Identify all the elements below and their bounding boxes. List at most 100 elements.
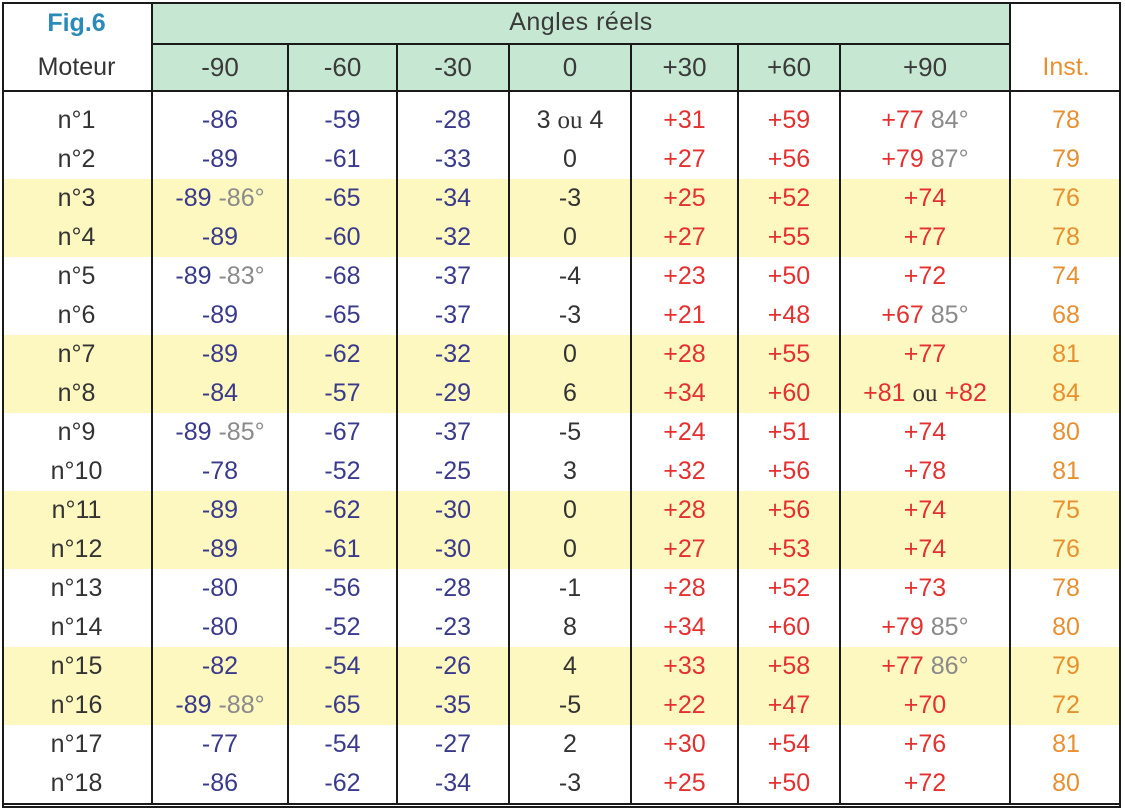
cell-plus-60: +54 bbox=[738, 725, 841, 764]
value: -86 bbox=[201, 769, 239, 797]
value: +51 bbox=[767, 418, 811, 446]
angle-header: -30 bbox=[397, 43, 510, 91]
gap-cell bbox=[1010, 90, 1121, 101]
cell-minus-60: -57 bbox=[288, 374, 398, 413]
cell-plus-60: +55 bbox=[738, 218, 841, 257]
cell-plus-90: +74 bbox=[840, 530, 1011, 569]
value: +72 bbox=[903, 262, 947, 290]
value: +55 bbox=[767, 223, 811, 251]
inst-cell: 80 bbox=[1052, 418, 1080, 446]
cell-minus-90: -89 -85° bbox=[152, 413, 289, 452]
value: -86 bbox=[201, 106, 239, 134]
cell-minus-90: -89 bbox=[152, 530, 289, 569]
table-row: n°2 -89 -61 -33 0 +27 +56 +79 87° 79 bbox=[2, 140, 1121, 179]
cell-minus-90: -89 bbox=[152, 296, 289, 335]
cell-plus-60: +56 bbox=[738, 140, 841, 179]
value: +56 bbox=[767, 496, 811, 524]
value: -84 bbox=[201, 379, 239, 407]
value: 4 bbox=[563, 652, 577, 680]
value: 3 bbox=[563, 457, 577, 485]
value: -68 bbox=[324, 262, 361, 290]
inst-cell: 79 bbox=[1010, 647, 1121, 686]
value: -4 bbox=[558, 262, 582, 290]
angle-header: -90 bbox=[152, 43, 289, 91]
value: -27 bbox=[434, 730, 472, 758]
value: -54 bbox=[324, 730, 361, 758]
moteur-header: Moteur bbox=[2, 44, 153, 91]
cell-minus-60: -62 bbox=[288, 335, 398, 374]
cell-zero: -3 bbox=[509, 764, 632, 805]
value: -77 bbox=[201, 730, 239, 758]
inst-cell: 76 bbox=[1010, 530, 1121, 569]
cell-plus-30: +27 bbox=[631, 530, 739, 569]
value: +56 bbox=[767, 457, 811, 485]
cell-zero: 0 bbox=[509, 218, 632, 257]
cell-zero: 0 bbox=[509, 335, 632, 374]
cell-plus-60: +55 bbox=[738, 335, 841, 374]
value: +79 bbox=[881, 145, 924, 173]
cell-minus-90: -78 bbox=[152, 452, 289, 491]
cell-plus-30: +22 bbox=[631, 686, 739, 725]
value: -32 bbox=[434, 340, 472, 368]
cell-minus-60: -61 bbox=[288, 530, 398, 569]
motor-cell: n°16 bbox=[2, 686, 153, 725]
inst-cell: 78 bbox=[1052, 106, 1080, 134]
table-row: n°14 -80 -52 -23 8 +34 +60 +79 85° 80 bbox=[2, 608, 1121, 647]
value: 0 bbox=[563, 145, 577, 173]
motor-cell: n°12 bbox=[2, 530, 153, 569]
cell-minus-90: -89 bbox=[152, 218, 289, 257]
cell-minus-90: -86 bbox=[152, 101, 289, 140]
cell-plus-90: +72 bbox=[840, 257, 1011, 296]
cell-minus-90: -89 -88° bbox=[152, 686, 289, 725]
angle-header: +30 bbox=[631, 43, 739, 91]
value: +50 bbox=[767, 262, 811, 290]
inst-cell: 68 bbox=[1052, 301, 1080, 329]
alt-value: 85° bbox=[930, 301, 969, 329]
alt-value: 85° bbox=[930, 613, 969, 641]
cell-plus-30: +25 bbox=[631, 764, 739, 805]
cell-minus-30: -23 bbox=[397, 608, 510, 647]
gap-cell bbox=[288, 90, 398, 101]
motor-cell: n°5 bbox=[2, 257, 153, 296]
cell-minus-90: -89 -86° bbox=[152, 179, 289, 218]
cell-zero: -5 bbox=[509, 413, 632, 452]
value: +58 bbox=[767, 652, 811, 680]
cell-plus-90: +73 bbox=[840, 569, 1011, 608]
inst-cell: 79 bbox=[1052, 145, 1080, 173]
cell-plus-90: +74 bbox=[840, 413, 1011, 452]
value: +48 bbox=[767, 301, 811, 329]
value: -25 bbox=[434, 457, 472, 485]
cell-minus-60: -65 bbox=[288, 179, 398, 218]
cell-plus-90: +81 ou +82 bbox=[840, 374, 1011, 413]
cell-zero: 3 ou 4 bbox=[509, 101, 632, 140]
cell-plus-30: +23 bbox=[631, 257, 739, 296]
gap-cell bbox=[152, 90, 289, 101]
value: -65 bbox=[324, 691, 361, 719]
cell-minus-30: -37 bbox=[397, 413, 510, 452]
value: -34 bbox=[434, 184, 472, 212]
value: -30 bbox=[434, 535, 472, 563]
cell-minus-30: -29 bbox=[397, 374, 510, 413]
value: -65 bbox=[324, 301, 361, 329]
cell-minus-90: -86 bbox=[152, 764, 289, 805]
value: -62 bbox=[324, 769, 361, 797]
inst-cell: 80 bbox=[1010, 764, 1121, 805]
table-row: n°9 -89 -85° -67 -37 -5 +24 +51 +74 80 bbox=[2, 413, 1121, 452]
value: +77 bbox=[903, 340, 947, 368]
motor-cell: n°1 bbox=[2, 101, 153, 140]
cell-plus-60: +60 bbox=[738, 608, 841, 647]
value: -26 bbox=[434, 652, 472, 680]
motor-cell: n°8 bbox=[2, 374, 153, 413]
value: +24 bbox=[663, 418, 706, 446]
value: +59 bbox=[767, 106, 811, 134]
cell-minus-30: -30 bbox=[397, 530, 510, 569]
cell-plus-30: +32 bbox=[631, 452, 739, 491]
value: +54 bbox=[767, 730, 811, 758]
cell-plus-30: +30 bbox=[631, 725, 739, 764]
cell-minus-90: -82 bbox=[152, 647, 289, 686]
inst-cell: 74 bbox=[1052, 262, 1080, 290]
cell-minus-30: -25 bbox=[397, 452, 510, 491]
value: +77 bbox=[881, 106, 924, 134]
